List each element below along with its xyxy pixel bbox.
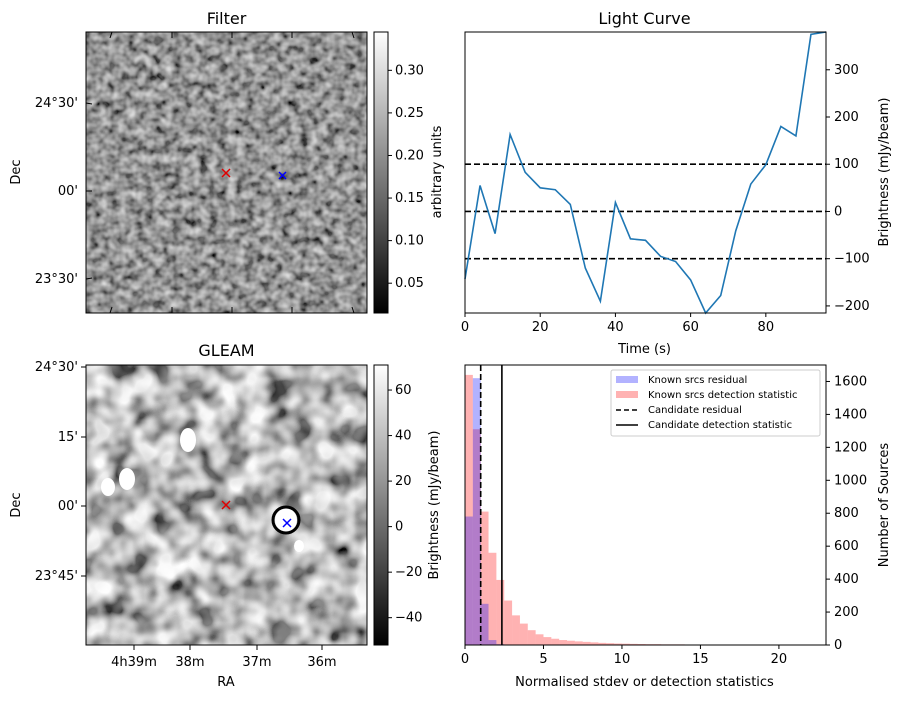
gleam-xtick: 36m: [307, 655, 336, 670]
histogram-bar: [520, 624, 528, 645]
filter-ytick: 00': [58, 184, 78, 199]
legend-label: Known srcs detection statistic: [648, 390, 797, 401]
filter-title: Filter: [207, 9, 247, 28]
light-curve-xtick-label: 40: [607, 320, 624, 335]
histogram-xtick-label: 20: [771, 652, 788, 667]
gleam-colorbar-tick-label: 0: [395, 520, 403, 535]
gleam-colorbar-tick-label: 20: [395, 474, 412, 489]
light-curve-series: [465, 32, 826, 313]
light-curve-ytick-label: −200: [834, 299, 870, 314]
gleam-title: GLEAM: [198, 341, 254, 360]
gleam-ylabel: Dec: [9, 492, 24, 517]
filter-colorbar-label: arbitrary units: [430, 125, 445, 218]
light-curve-ytick-label: 100: [834, 157, 859, 172]
filter-panel: Filter Dec 24°30' 00' 23°30' 0.05 0.10 0.1…: [9, 9, 445, 313]
light-curve-xtick-label: 80: [758, 320, 775, 335]
histogram-xtick-label: 10: [614, 652, 631, 667]
light-curve-frame: [465, 32, 826, 313]
histogram-bar: [489, 640, 497, 645]
histogram-bar: [559, 640, 567, 645]
gleam-ytick: 24°30': [35, 360, 78, 375]
gleam-ytick: 23°45': [35, 569, 78, 584]
histogram-bar: [575, 641, 583, 645]
histogram-bar: [489, 553, 497, 645]
light-curve-ylabel: Brightness (mJy/beam): [877, 98, 892, 247]
light-curve-xtick-label: 60: [682, 320, 699, 335]
histogram-bar: [536, 634, 544, 645]
histogram-bar: [528, 630, 536, 645]
light-curve-xtick-label: 20: [532, 320, 549, 335]
histogram-bar: [465, 517, 473, 645]
gleam-xlabel: RA: [217, 675, 235, 690]
histogram-ytick-label: 0: [834, 638, 842, 653]
histogram-ylabel: Number of Sources: [877, 443, 892, 568]
histogram-ytick-label: 1400: [834, 407, 867, 422]
histogram-xtick-label: 15: [692, 652, 709, 667]
light-curve-ytick-label: 0: [834, 204, 842, 219]
histogram-xlabel: Normalised stdev or detection statistics: [515, 675, 774, 690]
filter-colorbar-tick-label: 0.10: [395, 234, 424, 249]
light-curve-ytick-label: −100: [834, 252, 870, 267]
histogram-bar: [481, 604, 489, 645]
filter-colorbar-tick-label: 0.05: [395, 276, 424, 291]
histogram-bar: [567, 641, 575, 645]
gleam-xtick: 38m: [175, 655, 204, 670]
histogram-xtick-label: 0: [461, 652, 469, 667]
legend-label: Known srcs residual: [648, 375, 747, 386]
filter-ytick: 24°30': [35, 96, 78, 111]
histogram-bar: [543, 637, 551, 645]
histogram-legend: Known srcs residual Known srcs detection…: [611, 370, 820, 436]
filter-colorbar-tick-label: 0.25: [395, 106, 424, 121]
legend-label: Candidate detection statistic: [648, 420, 792, 431]
histogram-ytick-label: 800: [834, 506, 859, 521]
histogram-ytick-label: 1600: [834, 374, 867, 389]
gleam-colorbar-tick-label: −20: [395, 565, 422, 580]
histogram-ytick-label: 600: [834, 539, 859, 554]
histogram-ytick-label: 400: [834, 572, 859, 587]
filter-colorbar: 0.05 0.10 0.15 0.20 0.25 0.30 arbitrary units: [374, 32, 445, 313]
filter-ytick: 23°30': [35, 272, 78, 287]
histogram-bar: [496, 580, 504, 645]
gleam-xtick: 4h39m: [111, 655, 157, 670]
legend-label: Candidate residual: [648, 405, 742, 416]
histogram-ytick-label: 1000: [834, 473, 867, 488]
light-curve-title: Light Curve: [598, 9, 690, 28]
histogram-bar: [473, 378, 481, 645]
histogram-bar: [551, 639, 559, 645]
filter-colorbar-tick-label: 0.20: [395, 148, 424, 163]
light-curve-ytick-label: 200: [834, 110, 859, 125]
gleam-ytick: 15': [58, 430, 78, 445]
light-curve-xlabel: Time (s): [617, 342, 671, 357]
legend-swatch-known-residual: [616, 376, 638, 383]
gleam-colorbar-label: Brightness (mJy/beam): [427, 431, 442, 580]
gleam-xtick: 37m: [242, 655, 271, 670]
light-curve-xtick-label: 0: [461, 320, 469, 335]
gleam-colorbar-tick-label: 60: [395, 383, 412, 398]
filter-colorbar-tick-label: 0.30: [395, 63, 424, 78]
gleam-ytick: 00': [58, 499, 78, 514]
histogram-xtick-label: 5: [539, 652, 547, 667]
filter-colorbar-tick-label: 0.15: [395, 191, 424, 206]
histogram-bar: [512, 615, 520, 645]
filter-ylabel: Dec: [9, 159, 24, 184]
gleam-panel: GLEAM Dec 24°30' 15' 00' 23°45' 4h39m 38…: [9, 341, 442, 690]
gleam-colorbar-tick-label: −40: [395, 611, 422, 626]
histogram-bar: [504, 601, 512, 645]
gleam-colorbar-tick-label: 40: [395, 429, 412, 444]
histogram-ytick-label: 200: [834, 605, 859, 620]
gleam-colorbar: −40 −20 0 20 40 60 Brightness (mJy/beam): [374, 365, 442, 645]
histogram-ytick-label: 1200: [834, 440, 867, 455]
legend-swatch-known-detection: [616, 391, 638, 398]
light-curve-ytick-label: 300: [834, 63, 859, 78]
